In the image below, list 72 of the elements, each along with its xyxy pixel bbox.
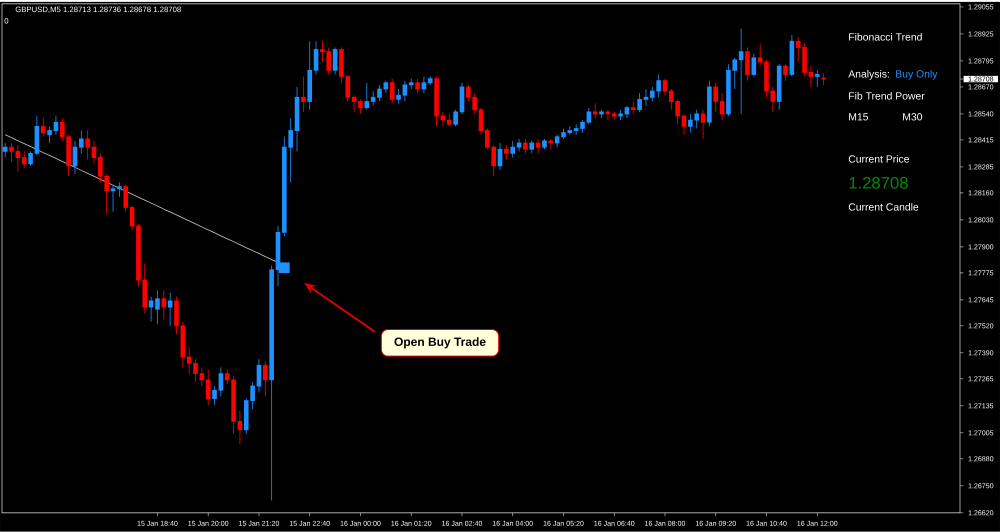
candlestick	[345, 74, 350, 102]
candlestick	[60, 118, 65, 142]
candlestick	[390, 78, 394, 104]
candlestick	[320, 40, 325, 62]
annotation: Current Price	[848, 155, 910, 163]
candlestick	[408, 78, 414, 90]
annotation: M15	[849, 113, 868, 121]
candlestick	[339, 47, 344, 84]
candlestick	[498, 142, 502, 171]
candlestick	[732, 58, 738, 90]
candlestick	[301, 76, 306, 112]
candlestick	[688, 114, 693, 134]
candlestick	[516, 138, 522, 152]
candlestick	[326, 47, 332, 75]
candlestick	[428, 76, 433, 86]
annotation: Fib Trend Power	[849, 92, 925, 100]
annotation: Current Candle	[848, 203, 918, 211]
candlestick	[523, 138, 528, 154]
candlestick	[466, 84, 471, 102]
candlestick	[491, 144, 496, 177]
candlestick	[821, 72, 826, 86]
candlestick	[796, 36, 801, 62]
candlestick	[738, 28, 744, 114]
candlestick	[168, 292, 172, 326]
candlestick	[814, 70, 820, 88]
candlestick	[262, 360, 268, 397]
candlestick	[422, 76, 426, 94]
candlestick	[2, 142, 8, 158]
candlestick	[22, 151, 27, 168]
candlestick	[790, 34, 794, 78]
candlestick	[745, 47, 750, 82]
candlestick	[314, 40, 318, 75]
candlestick	[542, 138, 547, 150]
candlestick	[206, 369, 211, 406]
candlestick	[726, 64, 731, 116]
annotation: Open Buy Trade	[394, 337, 486, 348]
candlestick	[707, 80, 712, 127]
candlestick	[244, 398, 249, 434]
candlestick	[752, 53, 756, 78]
candlestick	[224, 369, 230, 384]
candlestick	[713, 82, 718, 112]
candlestick	[529, 140, 534, 154]
candlestick	[700, 109, 706, 140]
candlestick	[510, 140, 516, 158]
candlestick	[307, 40, 312, 110]
candlestick	[332, 47, 338, 75]
candlestick	[630, 101, 636, 114]
candlestick	[142, 263, 148, 314]
candlestick	[123, 184, 128, 212]
candlestick	[592, 103, 598, 119]
candlestick	[66, 134, 71, 177]
candlestick	[415, 78, 420, 94]
candlestick	[606, 109, 610, 121]
candlestick	[720, 92, 724, 121]
candlestick	[548, 138, 554, 150]
candlestick	[599, 109, 604, 119]
candlestick	[776, 64, 782, 110]
annotation: Buy Only	[896, 70, 938, 80]
candlestick	[104, 174, 109, 214]
candlestick	[612, 112, 617, 121]
candlestick	[504, 144, 509, 160]
annotation: M30	[903, 113, 922, 121]
candlestick	[364, 82, 370, 110]
candlestick	[536, 138, 540, 154]
candlestick	[40, 118, 46, 138]
annotation: 1.28708	[850, 177, 908, 189]
annotation: Analysis:	[848, 70, 889, 80]
annotation: Fibonacci Trend	[849, 33, 922, 41]
candlestick	[161, 290, 166, 320]
candlestick	[656, 74, 661, 98]
candlestick	[694, 109, 700, 129]
candlestick	[783, 64, 788, 82]
